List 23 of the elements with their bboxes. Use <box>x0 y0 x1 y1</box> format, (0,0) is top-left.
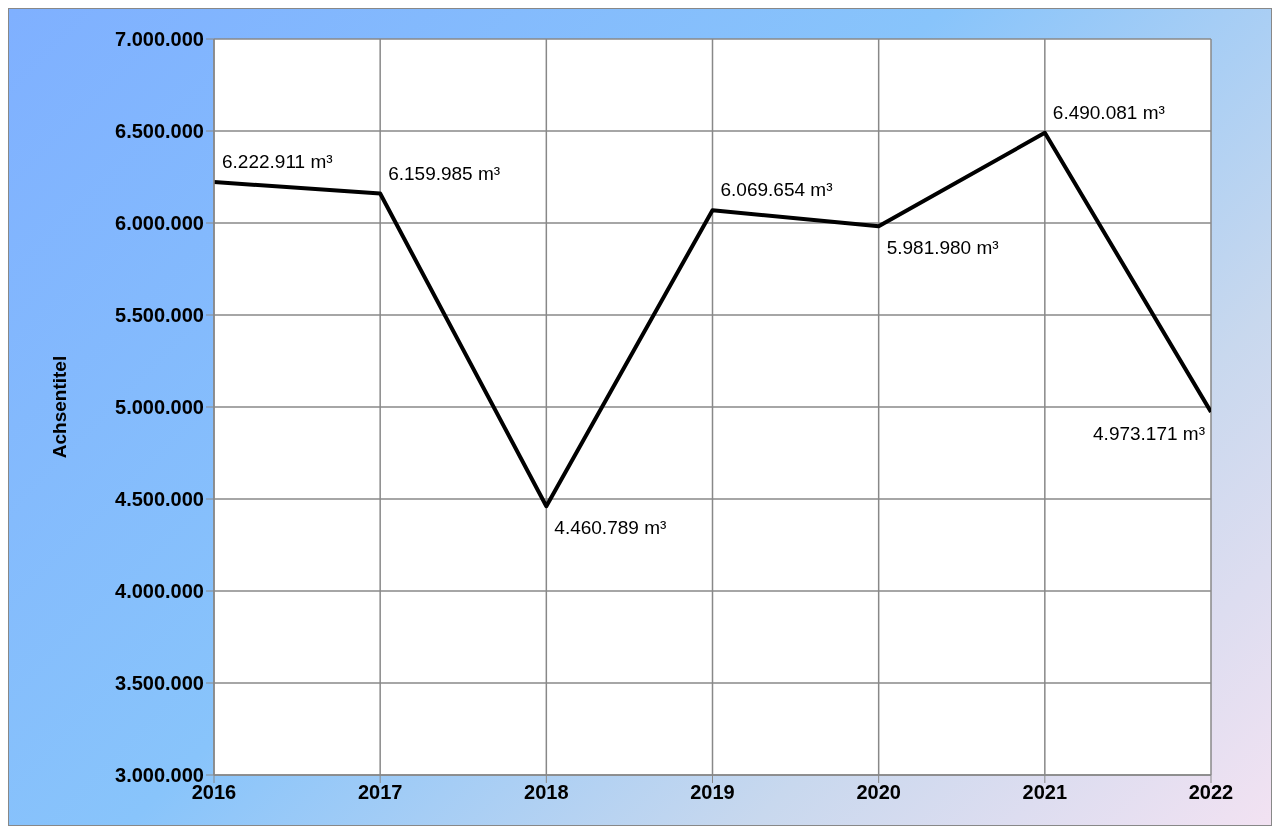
y-tick-label: 5.500.000 <box>115 304 204 327</box>
data-label: 6.222.911 m³ <box>222 150 333 172</box>
x-tick-label: 2020 <box>856 781 901 804</box>
y-tick-label: 5.000.000 <box>115 396 204 419</box>
data-label: 4.973.171 m³ <box>1093 422 1205 444</box>
y-tick-label: 6.000.000 <box>115 212 204 235</box>
data-label: 5.981.980 m³ <box>886 237 999 259</box>
data-label: 4.460.789 m³ <box>554 517 667 539</box>
x-tick-label: 2022 <box>1188 781 1234 804</box>
x-tick-label: 2018 <box>524 781 569 804</box>
y-axis-title: Achsentitel <box>48 355 70 459</box>
data-label: 6.159.985 m³ <box>388 162 501 184</box>
x-tick-label: 2021 <box>1022 781 1068 804</box>
x-tick-label: 2019 <box>690 781 735 804</box>
data-label: 6.069.654 m³ <box>720 179 833 201</box>
y-tick-label: 3.500.000 <box>115 672 204 695</box>
y-tick-label: 6.500.000 <box>115 120 204 143</box>
y-tick-label: 4.500.000 <box>115 488 204 511</box>
y-tick-label: 4.000.000 <box>115 580 204 603</box>
x-tick-label: 2016 <box>191 781 237 804</box>
data-label: 6.490.081 m³ <box>1052 101 1165 123</box>
y-tick-label: 7.000.000 <box>115 28 204 51</box>
x-tick-label: 2017 <box>357 781 403 804</box>
